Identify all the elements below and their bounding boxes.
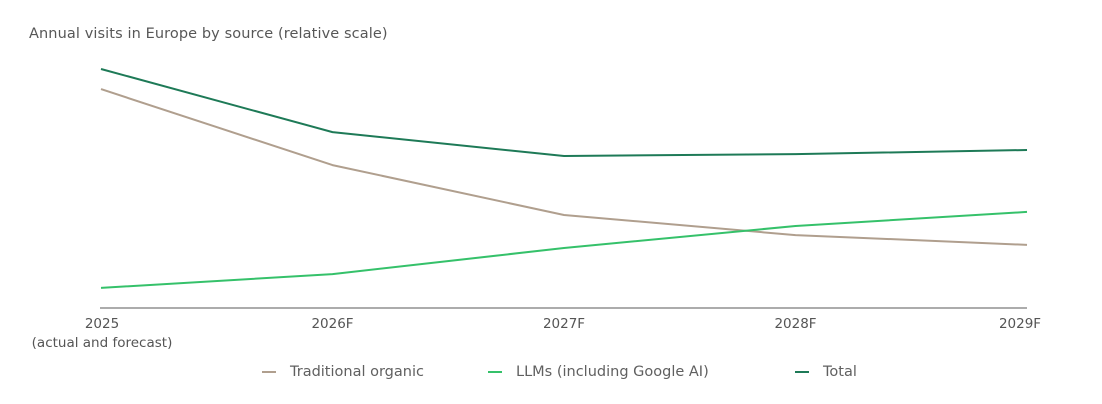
x-tick-label-2027f: 2027F <box>543 316 585 332</box>
legend-swatch-traditional-organic <box>262 371 276 373</box>
x-tick-sublabel: (actual and forecast) <box>32 335 173 351</box>
legend-swatch-total <box>795 371 809 373</box>
series-line-total <box>100 68 1028 157</box>
legend-label-llms-including-google-ai: LLMs (including Google AI) <box>516 364 709 380</box>
legend-item-llms-including-google-ai: LLMs (including Google AI) <box>488 364 709 380</box>
legend-label-total: Total <box>823 364 857 380</box>
series-line-llms-including-google-ai <box>100 210 1028 289</box>
legend-swatch-llms-including-google-ai <box>488 371 502 373</box>
legend-item-total: Total <box>795 364 857 380</box>
legend-label-traditional-organic: Traditional organic <box>290 364 424 380</box>
x-tick-label-2028f: 2028F <box>774 316 816 332</box>
x-tick-label-2025: 2025 <box>85 316 119 332</box>
x-tick-labels: 2025 (actual and forecast) 2026F 2027F 2028F… <box>32 316 1041 351</box>
x-tick-label-2026f: 2026F <box>311 316 353 332</box>
legend-item-traditional-organic: Traditional organic <box>262 364 424 380</box>
legend: Traditional organic LLMs (including Googl… <box>0 364 1102 384</box>
series-layer <box>100 68 1028 289</box>
x-tick-label-2029f: 2029F <box>999 316 1041 332</box>
series-line-traditional-organic <box>100 88 1028 246</box>
chart-title: Annual visits in Europe by source (relat… <box>29 26 388 42</box>
